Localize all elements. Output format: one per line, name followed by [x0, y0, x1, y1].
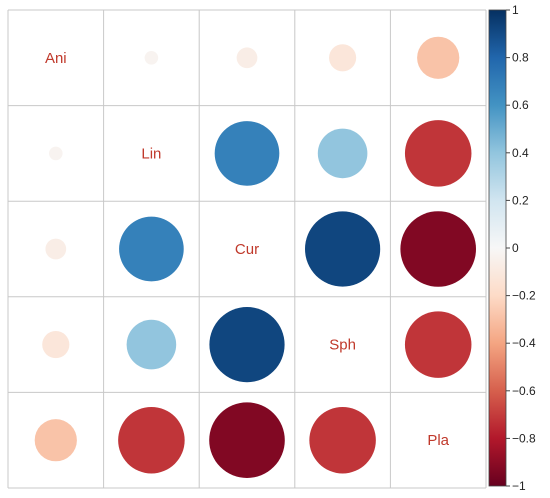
correlation-circle-lin-pla [404, 120, 472, 187]
variable-label-pla: Pla [427, 432, 449, 449]
colorbar [488, 9, 507, 487]
colorbar-tick-label: 0 [512, 241, 519, 255]
colorbar-tick-label: 0.6 [512, 98, 529, 112]
variable-label-sph: Sph [329, 337, 356, 354]
correlation-circle-lin-cur [214, 121, 280, 186]
colorbar-tick-label: −0.2 [512, 289, 536, 303]
colorbar-tick-label: 0.4 [512, 146, 529, 160]
correlation-circle-pla-lin [118, 406, 185, 474]
correlation-circle-lin-sph [317, 128, 368, 179]
colorbar-tick-label: −0.6 [512, 384, 536, 398]
correlation-circle-cur-pla [400, 211, 476, 287]
variable-label-ani: Ani [45, 50, 67, 67]
correlation-circle-sph-pla [404, 311, 472, 378]
correlation-circle-ani-cur [236, 47, 258, 69]
colorbar-tick-label: −0.8 [512, 431, 536, 445]
correlation-circle-cur-sph [305, 211, 381, 287]
colorbar-tick-label: −1 [512, 479, 526, 493]
colorbar-tick-label: 0.8 [512, 51, 529, 65]
correlation-circle-ani-lin [144, 51, 159, 65]
correlation-circle-sph-ani [42, 331, 70, 359]
colorbar-tick-label: 0.2 [512, 193, 529, 207]
correlation-circle-ani-pla [417, 36, 460, 79]
correlation-circle-pla-sph [309, 406, 376, 474]
colorbar-tick-label: 1 [512, 3, 519, 17]
correlation-circle-cur-lin [119, 216, 184, 282]
correlation-circle-pla-cur [209, 402, 285, 478]
correlation-circle-cur-ani [45, 238, 67, 260]
variable-label-lin: Lin [141, 145, 161, 162]
correlation-circle-sph-lin [126, 319, 177, 370]
grid [7, 9, 487, 489]
correlation-circle-pla-ani [34, 419, 77, 462]
colorbar-tick-label: −0.4 [512, 336, 536, 350]
correlation-circle-lin-ani [49, 146, 63, 161]
variable-label-cur: Cur [235, 241, 259, 258]
correlation-circle-ani-sph [329, 44, 357, 72]
correlation-circle-sph-cur [209, 307, 285, 383]
